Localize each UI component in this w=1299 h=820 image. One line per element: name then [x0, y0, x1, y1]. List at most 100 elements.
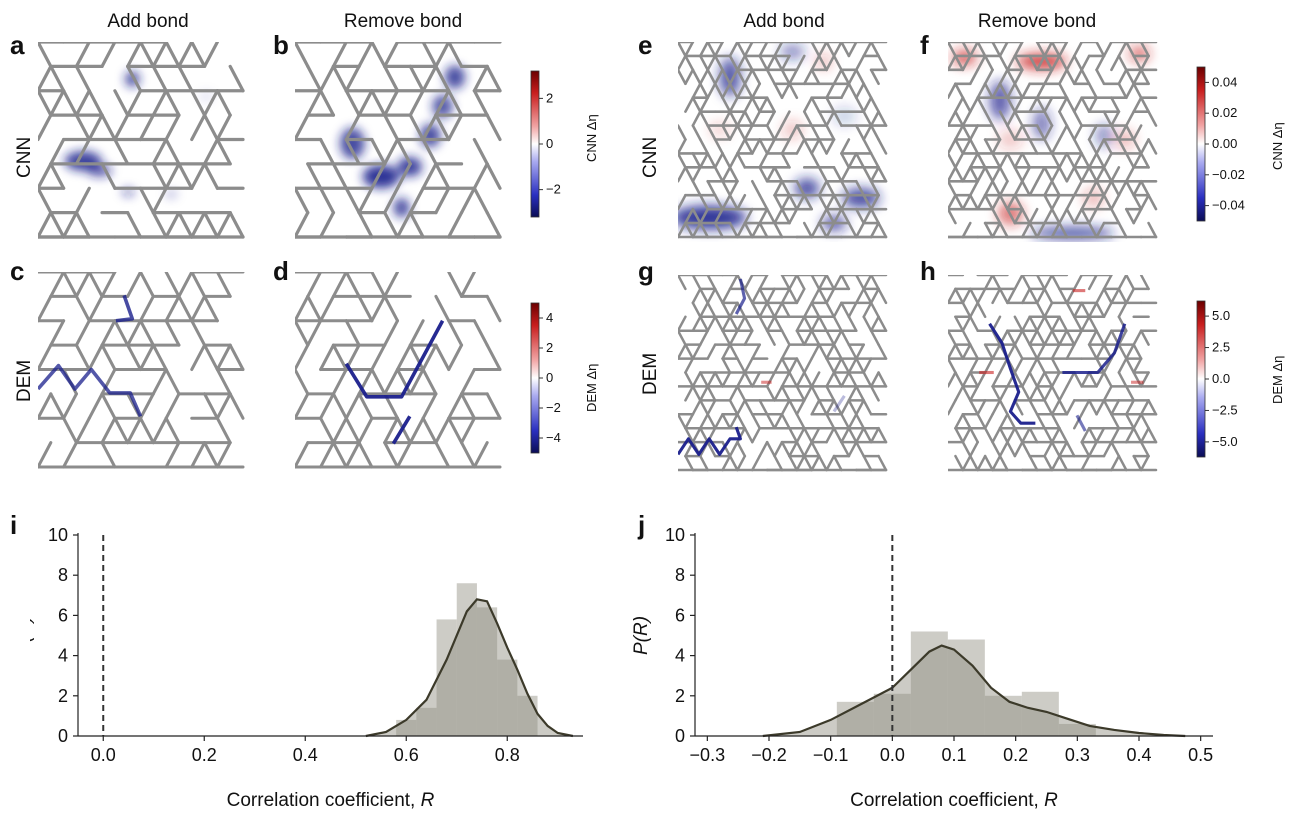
bond-layer — [295, 42, 502, 239]
bond — [825, 454, 836, 472]
bond — [968, 193, 980, 211]
bond — [854, 82, 866, 100]
bond — [736, 110, 747, 127]
bond — [306, 162, 323, 190]
bond — [319, 89, 336, 117]
panel-label-b: b — [273, 30, 289, 60]
network-panel-a — [38, 42, 245, 239]
bond — [954, 454, 965, 472]
bond — [684, 166, 695, 183]
bond — [202, 211, 219, 239]
bond — [854, 179, 866, 197]
bond — [728, 193, 739, 211]
bond — [1087, 124, 1098, 141]
bond — [788, 68, 799, 86]
bond — [743, 426, 754, 444]
bond — [810, 54, 821, 72]
bond — [1028, 179, 1039, 197]
bond — [421, 42, 438, 68]
bond — [151, 211, 168, 239]
bond — [1028, 371, 1039, 388]
bond — [969, 343, 979, 360]
bond — [113, 319, 130, 347]
bond — [758, 287, 769, 305]
histogram-bar — [910, 631, 948, 736]
bond — [788, 371, 799, 388]
bond — [802, 96, 814, 113]
bond — [49, 89, 66, 117]
bond — [164, 113, 181, 142]
bond — [869, 124, 880, 141]
bond — [319, 294, 335, 323]
bond — [1095, 42, 1106, 58]
bond — [847, 413, 858, 430]
bond — [743, 42, 754, 58]
bond — [699, 371, 709, 388]
bond — [1020, 82, 1032, 100]
bond — [847, 399, 858, 416]
bond — [969, 357, 979, 374]
bond — [877, 221, 888, 239]
bond — [151, 186, 168, 215]
bond — [969, 315, 979, 332]
bond — [961, 315, 972, 332]
x-axis-label: Correlation coefficient, R — [850, 790, 1058, 811]
bond — [113, 416, 130, 445]
heat-blob — [197, 90, 215, 103]
panel-label-e: e — [638, 30, 653, 60]
bond — [983, 82, 994, 100]
bond — [780, 399, 791, 416]
bond — [832, 357, 843, 374]
bond — [164, 42, 181, 68]
bond — [1095, 166, 1106, 183]
bond — [773, 124, 784, 141]
bond — [1102, 193, 1113, 211]
bond — [1073, 315, 1083, 332]
bond — [1065, 54, 1076, 72]
bond — [1065, 193, 1076, 211]
bond — [969, 385, 979, 402]
bond — [370, 272, 387, 298]
bond — [1072, 179, 1084, 197]
bond — [1050, 193, 1061, 211]
bond — [736, 399, 747, 416]
bond — [331, 416, 348, 445]
bond — [961, 287, 972, 305]
bond — [1028, 221, 1039, 239]
bond — [1117, 275, 1128, 291]
bond — [954, 287, 965, 305]
bond — [840, 301, 851, 319]
bond — [862, 193, 873, 211]
bond — [1050, 42, 1061, 58]
bond — [1080, 68, 1091, 86]
histogram-chart-i: 0 2 4 6 8 10 0.0 0.2 0.4 0.6 0.8 Correlation coeffi… — [30, 525, 583, 811]
bond — [998, 152, 1009, 169]
bond — [408, 89, 425, 117]
bond — [728, 301, 739, 319]
bond — [691, 124, 702, 141]
bond — [331, 368, 348, 396]
bond — [743, 287, 754, 305]
bond — [691, 68, 702, 86]
bond — [1102, 385, 1113, 402]
bond — [728, 110, 739, 127]
bond — [788, 287, 799, 305]
panel-label-a: a — [10, 30, 25, 60]
bond — [1102, 371, 1113, 388]
kde-line — [365, 598, 574, 738]
bond — [721, 166, 732, 183]
bond — [1080, 96, 1091, 113]
heat-blob — [794, 178, 820, 198]
bond — [954, 96, 965, 113]
bond — [1043, 179, 1054, 197]
bond — [1050, 385, 1061, 402]
bond — [1006, 440, 1017, 458]
bond — [1139, 426, 1150, 444]
bond — [1021, 426, 1031, 444]
colorbar-tick-label: −5.0 — [1212, 434, 1238, 449]
bond — [1058, 82, 1069, 100]
bond — [1013, 193, 1024, 211]
bond — [877, 166, 888, 183]
bond — [743, 329, 754, 346]
bond — [331, 441, 348, 469]
